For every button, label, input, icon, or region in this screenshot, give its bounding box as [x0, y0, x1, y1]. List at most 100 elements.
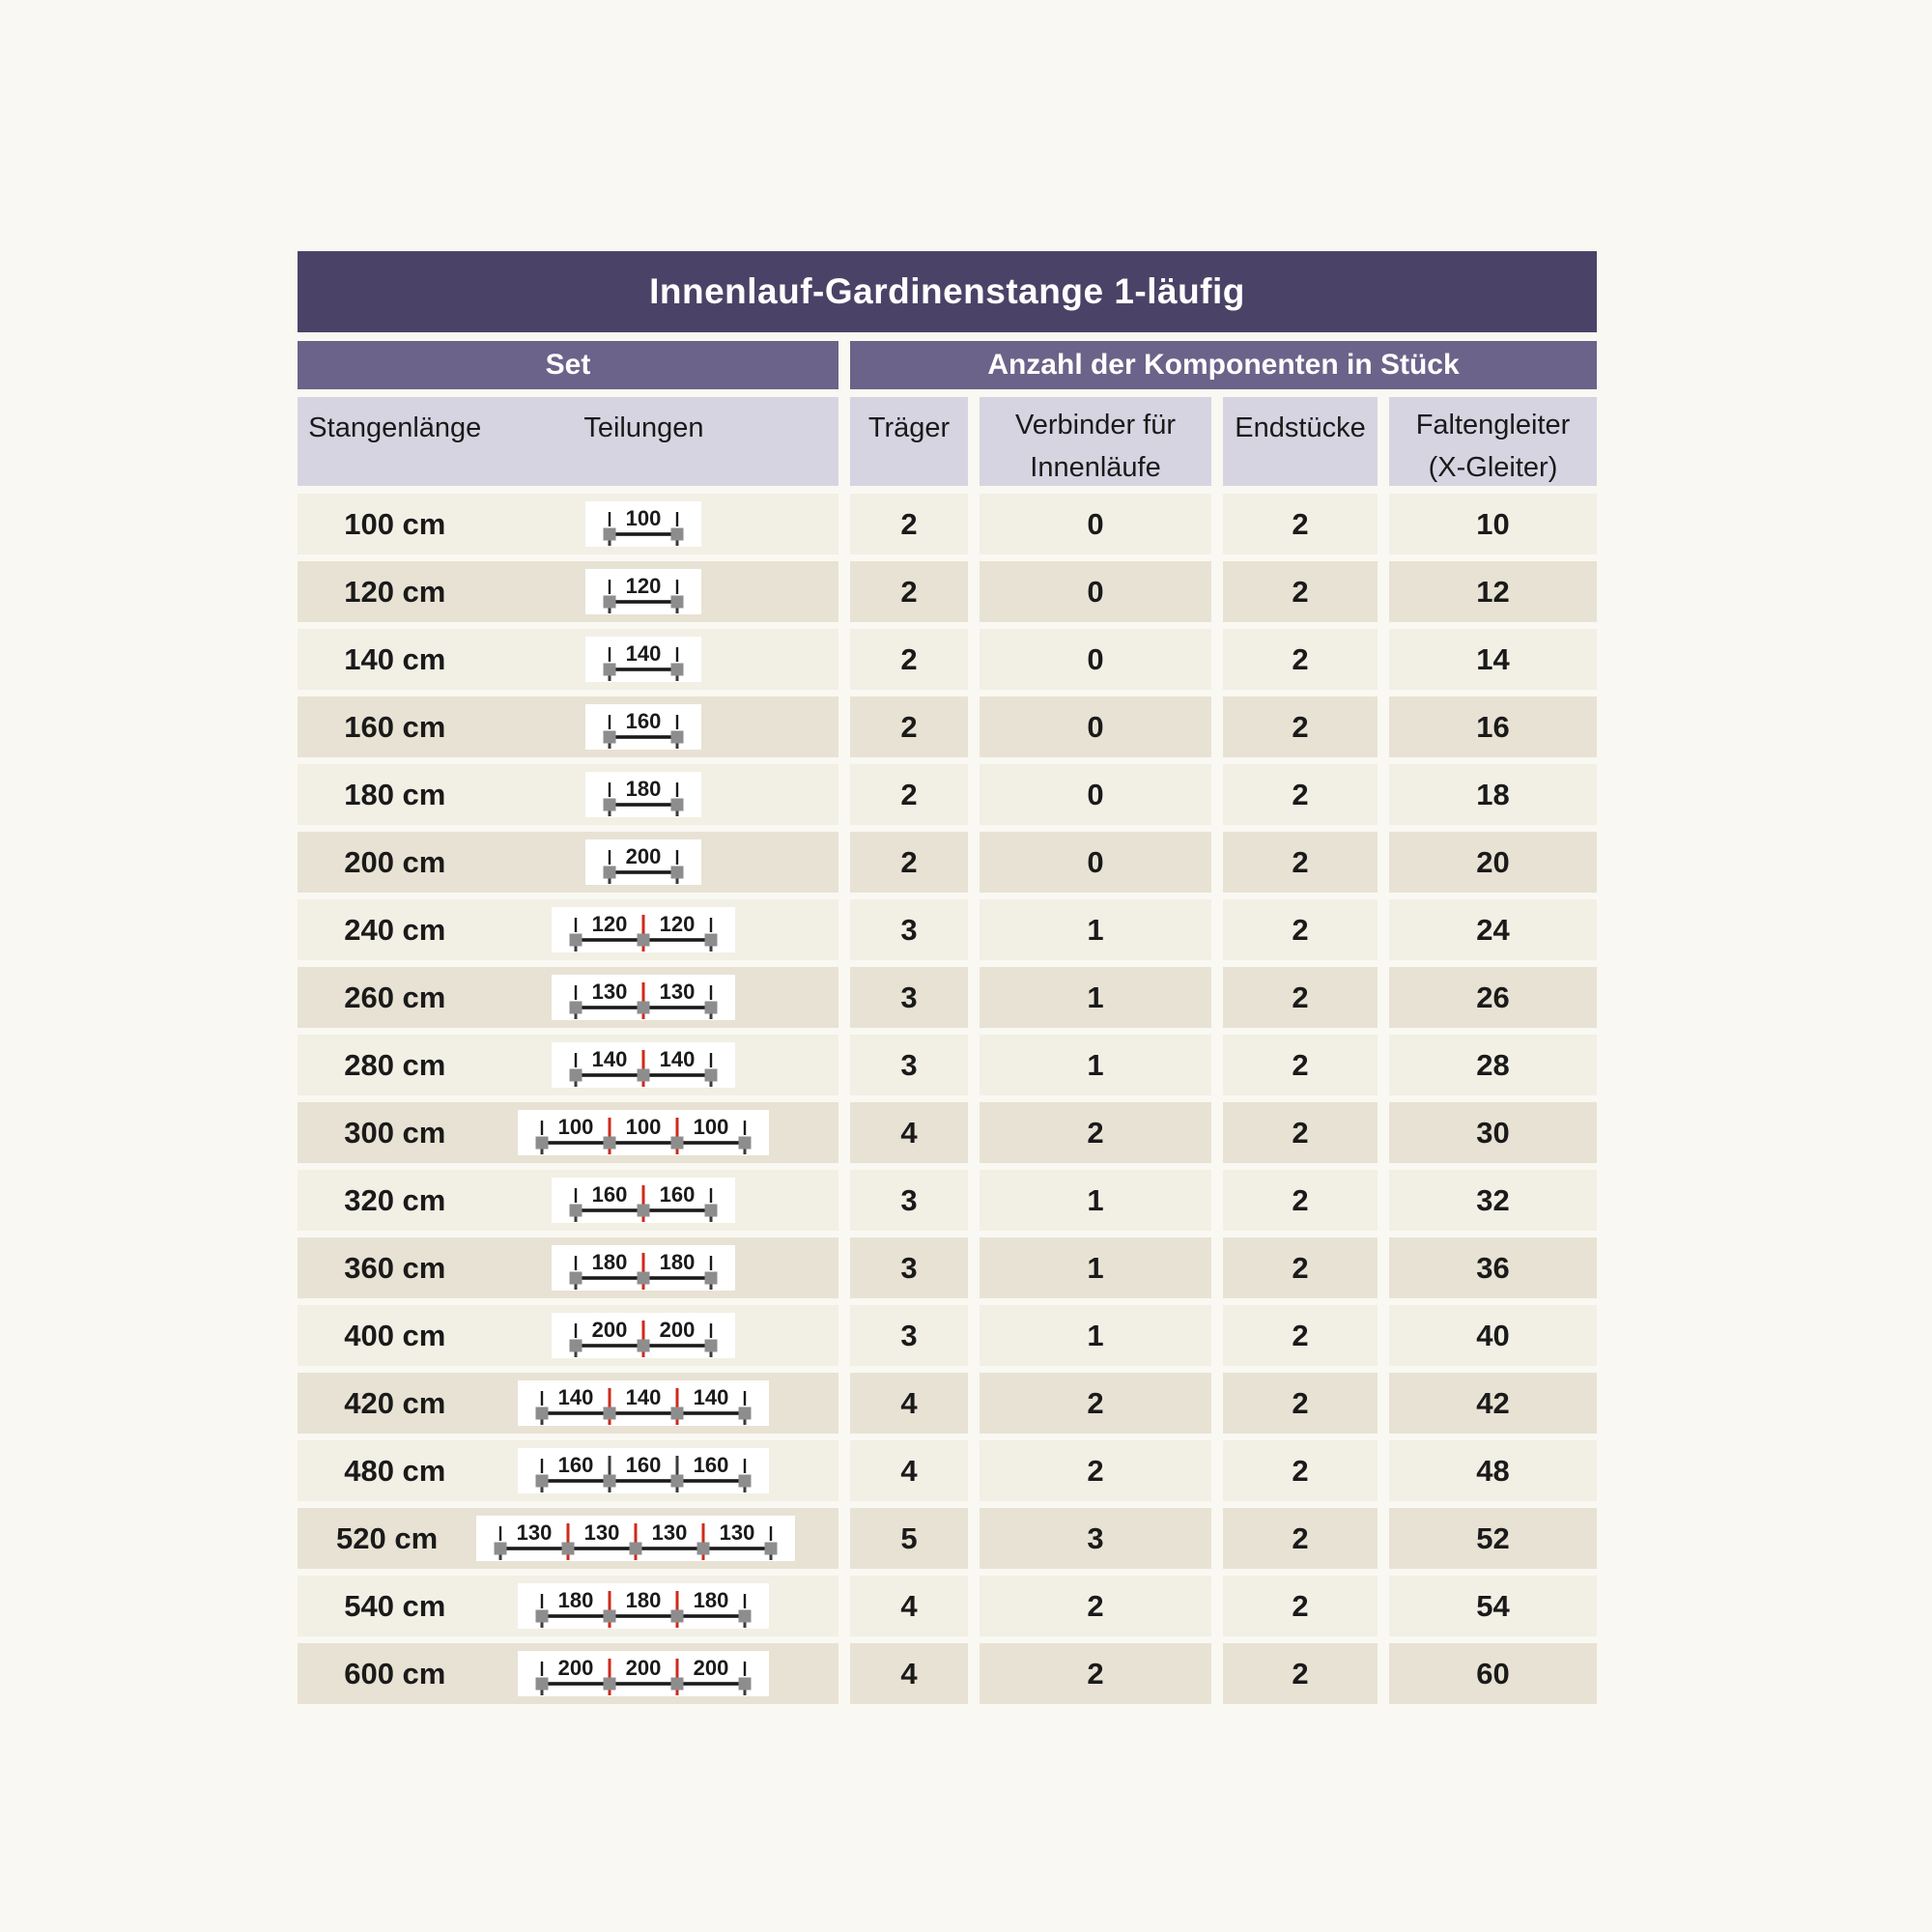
verbinder-count: 2 [980, 1102, 1211, 1163]
traeger-count: 2 [850, 561, 968, 622]
table-title: Innenlauf-Gardinenstange 1-läufig [298, 251, 1597, 332]
rod-division-diagram: 200 200 [552, 1313, 736, 1358]
set-header-cell: Stangenlänge Teilungen [298, 397, 838, 486]
table-row: 420 cm 140 140 140 4 2 2 42 [298, 1373, 1597, 1434]
faltengleiter-count: 14 [1389, 629, 1597, 690]
rod-division-diagram: 200 [585, 839, 702, 885]
rod-length: 260 cm [344, 980, 446, 1014]
svg-text:140: 140 [626, 641, 662, 666]
endstuecke-count: 2 [1223, 1373, 1378, 1434]
rod-length: 180 cm [344, 777, 446, 811]
column-header-traeger: Träger [850, 397, 968, 486]
rod-length: 480 cm [344, 1453, 446, 1488]
verbinder-count: 1 [980, 967, 1211, 1028]
endstuecke-count: 2 [1223, 1035, 1378, 1095]
endstuecke-count: 2 [1223, 1440, 1378, 1501]
set-cell: 540 cm 180 180 180 [298, 1576, 838, 1636]
set-cell: 400 cm 200 200 [298, 1305, 838, 1366]
set-cell: 120 cm 120 [298, 561, 838, 622]
table-body: 100 cm 100 2 0 2 10 120 cm 120 2 0 2 12 … [298, 494, 1597, 1704]
faltengleiter-count: 30 [1389, 1102, 1597, 1163]
faltengleiter-count: 54 [1389, 1576, 1597, 1636]
column-header-faltengleiter: Faltengleiter (X-Gleiter) [1389, 397, 1597, 486]
traeger-count: 4 [850, 1576, 968, 1636]
rod-length: 240 cm [344, 912, 446, 947]
table-row: 300 cm 100 100 100 4 2 2 30 [298, 1102, 1597, 1163]
set-cell: 300 cm 100 100 100 [298, 1102, 838, 1163]
rod-length: 100 cm [344, 506, 446, 541]
division-diagram: 160 [493, 704, 796, 750]
set-cell: 320 cm 160 160 [298, 1170, 838, 1231]
set-cell: 600 cm 200 200 200 [298, 1643, 838, 1704]
rod-division-diagram: 180 [585, 772, 702, 817]
division-diagram: 160 160 160 [493, 1448, 796, 1493]
verbinder-count: 2 [980, 1576, 1211, 1636]
set-cell: 160 cm 160 [298, 696, 838, 757]
svg-text:180: 180 [592, 1250, 628, 1274]
faltengleiter-count: 10 [1389, 494, 1597, 554]
table-row: 200 cm 200 2 0 2 20 [298, 832, 1597, 893]
rod-division-diagram: 100 100 100 [518, 1110, 770, 1155]
verbinder-count: 0 [980, 696, 1211, 757]
column-header-stangenlaenge: Stangenlänge [308, 412, 482, 443]
rod-length: 200 cm [344, 844, 446, 879]
table-row: 240 cm 120 120 3 1 2 24 [298, 899, 1597, 960]
faltengleiter-count: 24 [1389, 899, 1597, 960]
rod-length: 320 cm [344, 1182, 446, 1217]
faltengleiter-count: 12 [1389, 561, 1597, 622]
table-row: 480 cm 160 160 160 4 2 2 48 [298, 1440, 1597, 1501]
rod-division-diagram: 100 [585, 501, 702, 547]
spec-table: Innenlauf-Gardinenstange 1-läufig Set An… [298, 251, 1597, 1711]
svg-text:160: 160 [660, 1182, 696, 1207]
traeger-count: 2 [850, 696, 968, 757]
rod-length: 280 cm [344, 1047, 446, 1082]
rod-length: 420 cm [344, 1385, 446, 1420]
rod-division-diagram: 160 160 160 [518, 1448, 770, 1493]
verbinder-count: 1 [980, 1170, 1211, 1231]
division-diagram: 130 130 [493, 975, 796, 1020]
rod-division-diagram: 130 130 [552, 975, 736, 1020]
svg-text:140: 140 [626, 1385, 662, 1409]
table-row: 320 cm 160 160 3 1 2 32 [298, 1170, 1597, 1231]
traeger-count: 2 [850, 494, 968, 554]
traeger-count: 4 [850, 1102, 968, 1163]
svg-text:160: 160 [694, 1453, 729, 1477]
set-cell: 140 cm 140 [298, 629, 838, 690]
svg-text:130: 130 [584, 1520, 620, 1545]
verbinder-count: 2 [980, 1643, 1211, 1704]
svg-text:120: 120 [660, 912, 696, 936]
set-cell: 260 cm 130 130 [298, 967, 838, 1028]
faltengleiter-count: 16 [1389, 696, 1597, 757]
verbinder-count: 2 [980, 1440, 1211, 1501]
faltengleiter-count: 52 [1389, 1508, 1597, 1569]
rod-length: 300 cm [344, 1115, 446, 1150]
rod-division-diagram: 180 180 180 [518, 1583, 770, 1629]
division-diagram: 120 120 [493, 907, 796, 952]
rod-length: 120 cm [344, 574, 446, 609]
svg-text:100: 100 [626, 506, 662, 530]
svg-text:120: 120 [592, 912, 628, 936]
verbinder-count: 1 [980, 899, 1211, 960]
traeger-count: 2 [850, 764, 968, 825]
svg-text:180: 180 [694, 1588, 729, 1612]
faltengleiter-count: 20 [1389, 832, 1597, 893]
svg-text:200: 200 [626, 1656, 662, 1680]
faltengleiter-count: 32 [1389, 1170, 1597, 1231]
rod-length: 520 cm [336, 1520, 439, 1555]
table-row: 180 cm 180 2 0 2 18 [298, 764, 1597, 825]
verbinder-count: 1 [980, 1237, 1211, 1298]
set-cell: 360 cm 180 180 [298, 1237, 838, 1298]
svg-text:160: 160 [626, 709, 662, 733]
svg-text:140: 140 [660, 1047, 696, 1071]
faltengleiter-count: 28 [1389, 1035, 1597, 1095]
table-row: 140 cm 140 2 0 2 14 [298, 629, 1597, 690]
traeger-count: 3 [850, 1305, 968, 1366]
section-header-set: Set [298, 341, 838, 389]
rod-division-diagram: 130 130 130 130 [476, 1516, 796, 1561]
svg-text:100: 100 [558, 1115, 594, 1139]
endstuecke-count: 2 [1223, 967, 1378, 1028]
endstuecke-count: 2 [1223, 1102, 1378, 1163]
division-diagram: 140 140 [493, 1042, 796, 1088]
svg-text:200: 200 [626, 844, 662, 868]
rod-length: 540 cm [344, 1588, 446, 1623]
